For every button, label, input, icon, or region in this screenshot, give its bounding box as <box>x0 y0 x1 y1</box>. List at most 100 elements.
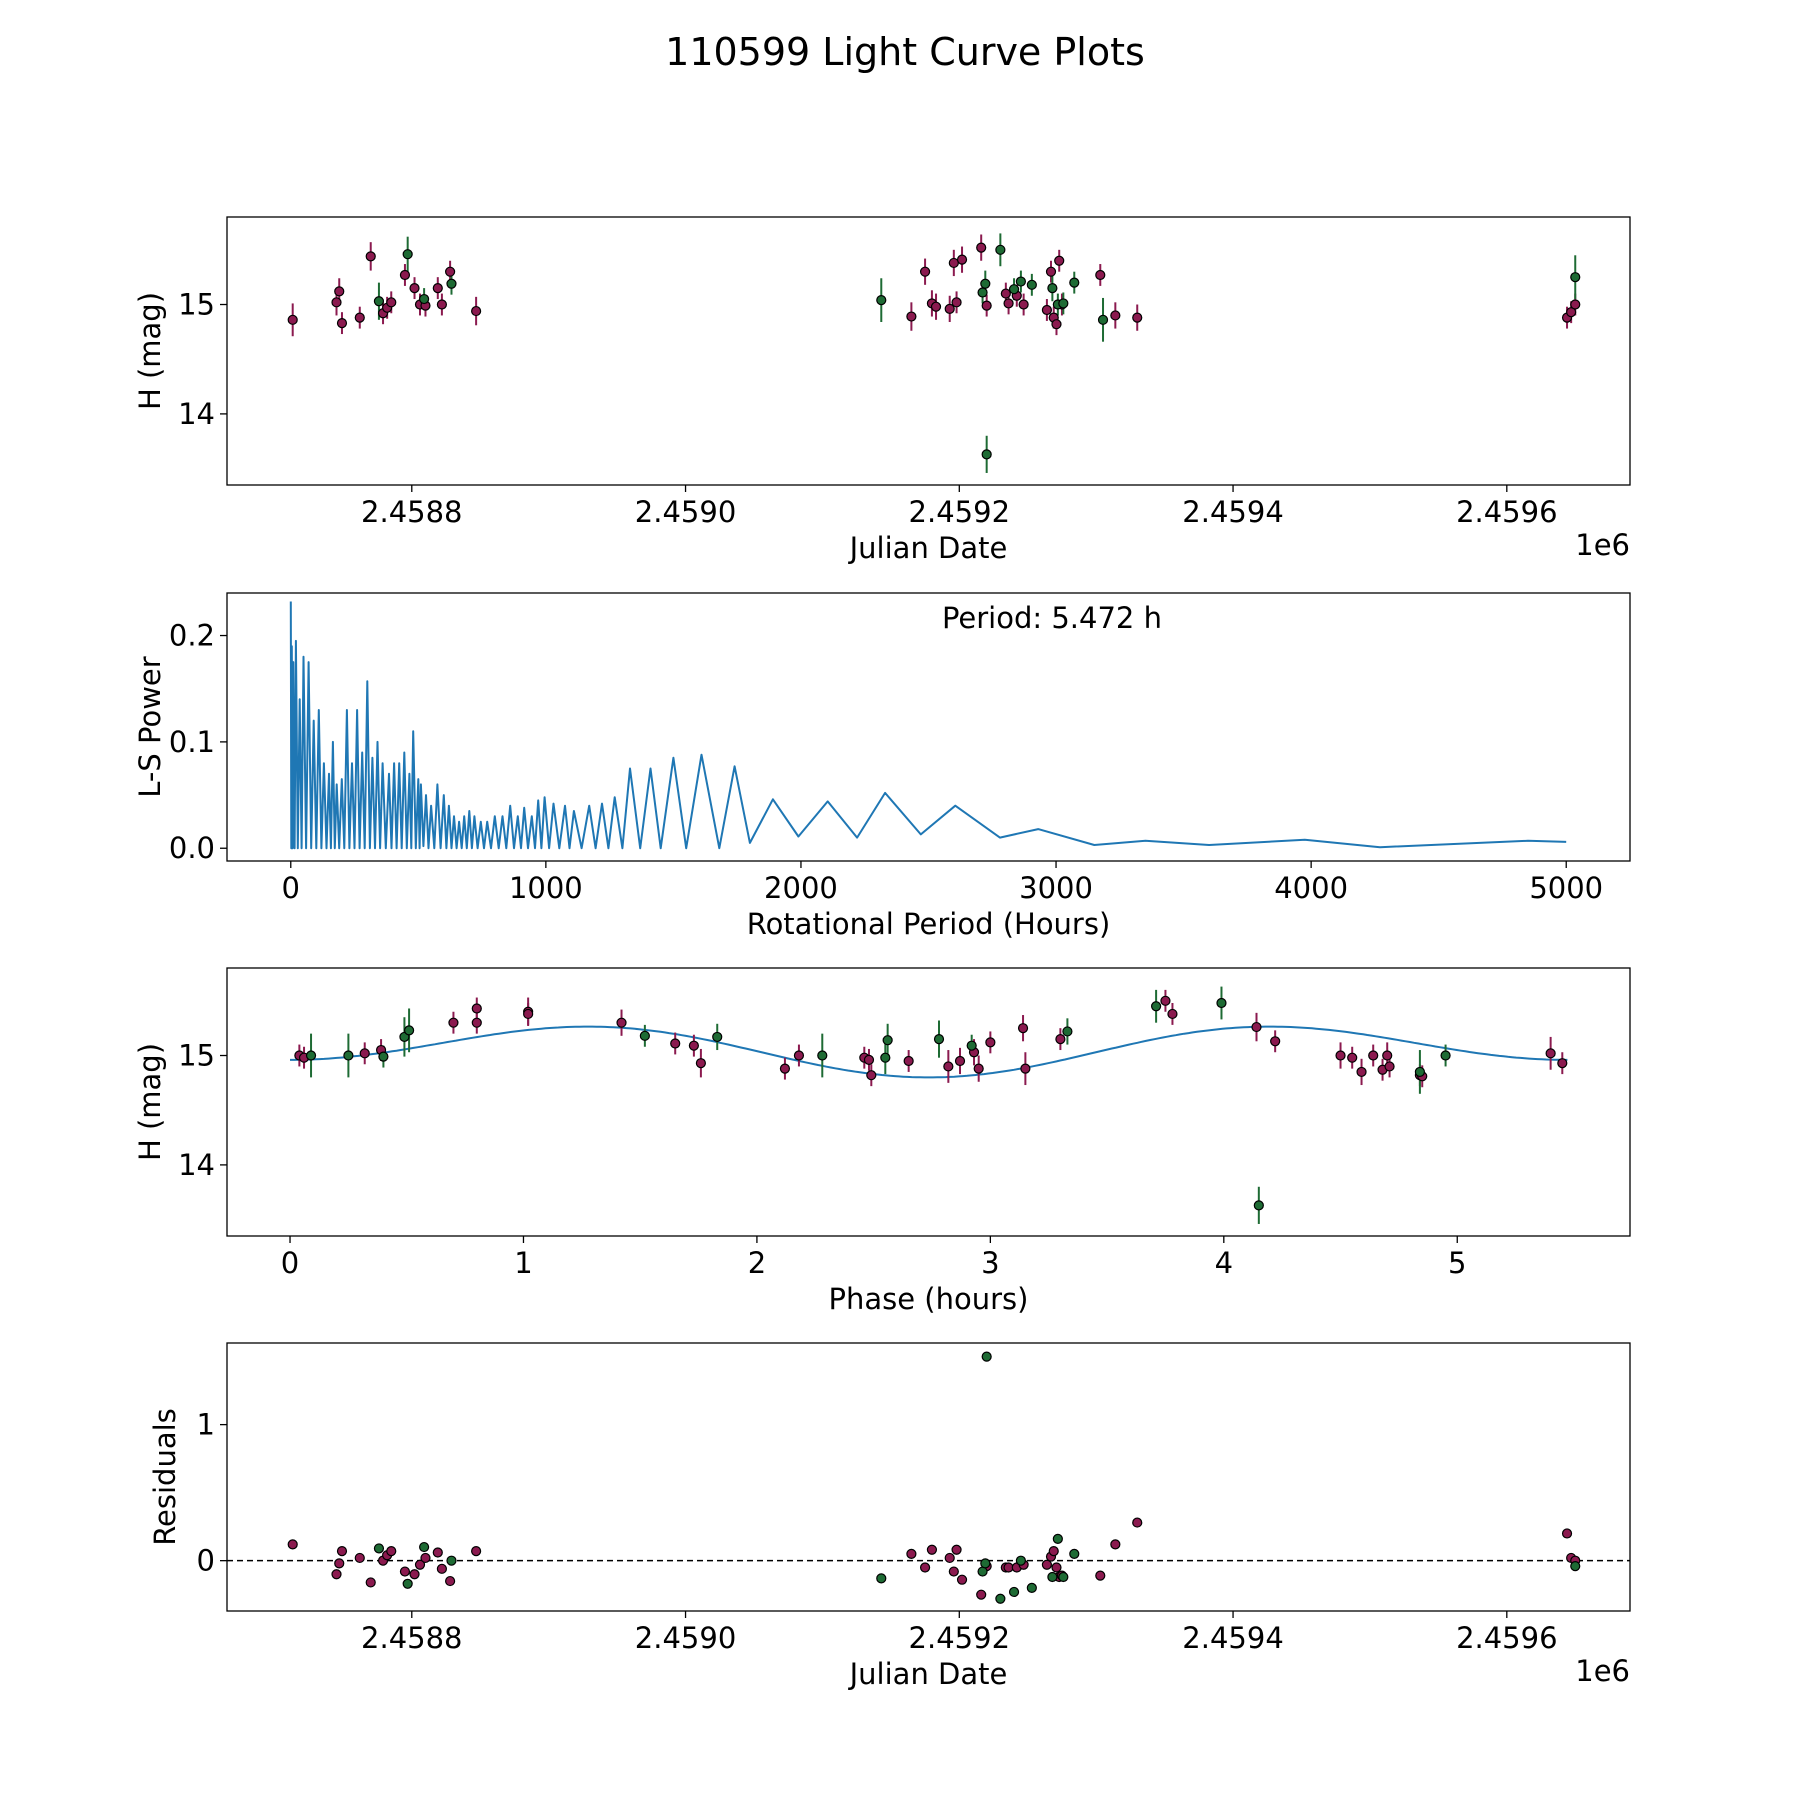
data-point-r <box>956 1574 968 1585</box>
data-point-r <box>471 1017 482 1028</box>
data-point-r <box>926 1544 938 1555</box>
data-point-r <box>523 1008 534 1020</box>
data-point-r <box>976 242 987 253</box>
data-point-r <box>436 1563 447 1574</box>
data-point-r <box>1566 307 1577 318</box>
data-point-r <box>1000 288 1011 299</box>
data-point-r <box>1545 1048 1556 1059</box>
data-point-r <box>365 251 376 262</box>
x-tick-label: 1000 <box>509 871 583 905</box>
y-tick-label: 0.2 <box>169 619 215 653</box>
data-point-g <box>1026 279 1037 290</box>
data-point-g <box>1058 1571 1069 1583</box>
data-point-g <box>712 1031 723 1043</box>
x-tick-label: 0 <box>282 871 300 905</box>
data-point-r <box>1095 269 1106 281</box>
data-point-r <box>944 303 955 314</box>
data-point-r <box>471 1546 482 1557</box>
data-point-r <box>1051 319 1062 330</box>
data-point-g <box>1052 1533 1063 1544</box>
data-point-r <box>436 299 447 310</box>
data-point-g <box>1151 1001 1162 1012</box>
fit-model-curve <box>290 1025 1568 1079</box>
data-point-r <box>866 1070 877 1081</box>
data-point-r <box>354 312 365 323</box>
data-point-g <box>305 1050 317 1061</box>
y-tick-label: 14 <box>178 397 215 431</box>
data-point-r <box>365 1577 376 1588</box>
data-point-g <box>980 278 991 289</box>
y-axis-label: H (mag) <box>133 1043 167 1161</box>
data-point-r <box>1335 1050 1346 1061</box>
data-point-r <box>793 1050 805 1061</box>
data-point-g <box>1069 1548 1080 1559</box>
data-point-r <box>336 318 348 329</box>
y-tick-label: 0 <box>197 1544 215 1578</box>
residuals-plot-area <box>227 1351 1630 1604</box>
data-point-r <box>951 297 962 308</box>
x-offset-label: 1e6 <box>1575 528 1630 562</box>
data-point-r <box>1570 299 1581 310</box>
data-point-r <box>409 1569 420 1580</box>
data-point-g <box>1008 1586 1020 1598</box>
data-point-r <box>981 300 992 311</box>
data-point-g <box>419 293 430 305</box>
x-tick-label: 2.4588 <box>361 1621 462 1655</box>
residuals-frame <box>226 1342 1631 1612</box>
data-point-g <box>1440 1050 1451 1061</box>
data-point-r <box>386 1546 397 1557</box>
data-point-r <box>1018 299 1029 310</box>
data-point-g <box>981 449 992 460</box>
data-point-r <box>906 311 917 322</box>
data-point-r <box>331 1569 342 1580</box>
x-tick-label: 2 <box>748 1246 766 1280</box>
data-point-g <box>1015 276 1026 287</box>
x-axis-label: Julian Date <box>848 531 1008 565</box>
data-point-r <box>1110 1539 1121 1550</box>
x-tick-label: 0 <box>281 1246 299 1280</box>
data-point-r <box>695 1058 706 1069</box>
data-point-r <box>1132 312 1143 323</box>
data-point-g <box>995 244 1006 255</box>
data-point-g <box>639 1030 650 1041</box>
x-tick-label: 2.4588 <box>361 495 462 529</box>
data-point-r <box>1160 995 1171 1006</box>
data-point-r <box>616 1017 627 1028</box>
x-tick-label: 2000 <box>764 871 838 905</box>
data-point-g <box>446 278 457 289</box>
x-tick-label: 2.4590 <box>635 495 736 529</box>
data-point-r <box>287 1539 298 1550</box>
data-point-r <box>1048 1546 1059 1557</box>
data-point-g <box>402 249 413 260</box>
x-tick-label: 3000 <box>1019 871 1093 905</box>
data-point-r <box>1251 1021 1262 1033</box>
data-point-g <box>981 1351 992 1362</box>
data-point-r <box>399 1566 411 1577</box>
data-point-g <box>1253 1200 1264 1211</box>
data-point-r <box>336 1546 348 1557</box>
y-tick-label: 0.1 <box>169 725 215 759</box>
data-point-g <box>1058 298 1069 309</box>
data-point-r <box>930 301 942 312</box>
y-axis-label: L-S Power <box>133 656 167 797</box>
data-point-g <box>1097 314 1109 325</box>
data-point-g <box>1570 272 1581 283</box>
data-point-r <box>973 1063 984 1074</box>
data-point-g <box>933 1034 945 1045</box>
y-axis-label: H (mag) <box>133 292 167 410</box>
data-point-r <box>863 1054 875 1065</box>
data-point-r <box>919 266 931 277</box>
periodogram-frame <box>226 592 1631 862</box>
x-tick-label: 5 <box>1448 1246 1466 1280</box>
data-point-r <box>432 1547 443 1558</box>
data-point-g <box>403 1025 415 1036</box>
lightcurve-frame <box>226 216 1631 486</box>
figure-title: 110599 Light Curve Plots <box>665 30 1145 74</box>
x-tick-label: 2.4592 <box>909 1621 1010 1655</box>
x-tick-label: 2.4590 <box>635 1621 736 1655</box>
y-tick-label: 15 <box>178 288 215 322</box>
data-point-r <box>956 254 968 265</box>
data-point-g <box>373 1543 385 1554</box>
